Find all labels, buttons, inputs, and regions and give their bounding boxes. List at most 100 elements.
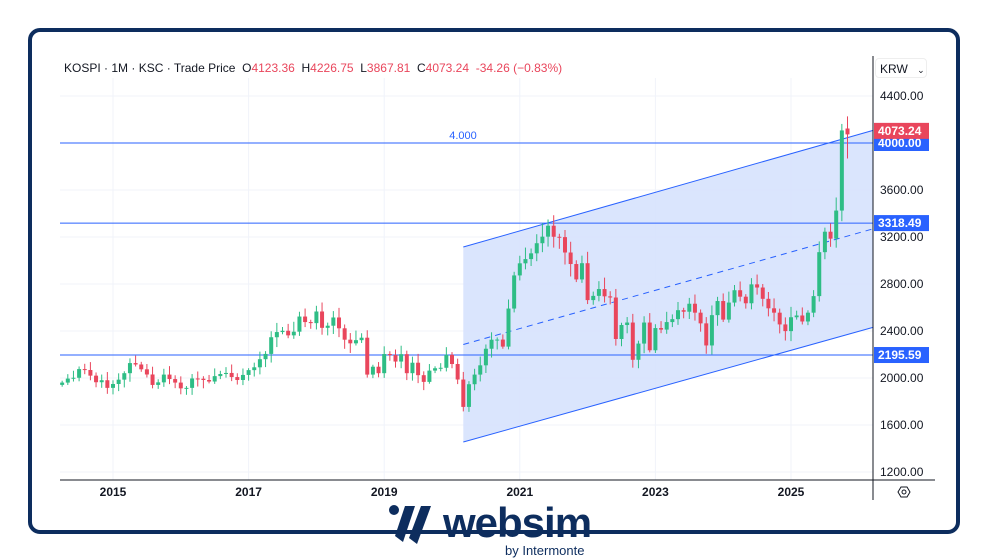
candle-down — [760, 284, 765, 307]
candle-down — [144, 364, 149, 378]
candle-up — [715, 296, 720, 326]
candle-body — [111, 383, 115, 388]
candle-body — [647, 322, 652, 351]
candle-down — [365, 330, 370, 378]
candle-up — [540, 223, 545, 253]
currency-selector[interactable]: KRW ⌄ — [875, 58, 927, 78]
candle-body — [483, 348, 488, 366]
candle-down — [167, 366, 172, 385]
candle-body — [370, 366, 375, 375]
candle-down — [602, 277, 607, 303]
y-tick-label: 2000.00 — [880, 371, 924, 385]
candle-body — [517, 263, 522, 276]
candle-body — [596, 289, 601, 296]
candle-body — [704, 323, 709, 346]
regression-channel — [463, 127, 882, 443]
candle-body — [382, 354, 387, 374]
y-tick-label: 1200.00 — [880, 465, 924, 479]
legend-exchange: KSC — [138, 61, 164, 75]
candle-body — [551, 225, 556, 237]
candle-body — [297, 316, 302, 332]
candle-body — [308, 322, 313, 324]
candle-up — [99, 374, 104, 388]
candle-up — [466, 381, 471, 412]
candle-body — [139, 364, 144, 370]
candle-body — [839, 130, 844, 211]
candle-body — [642, 322, 647, 344]
candle-down — [692, 294, 697, 321]
settings-icon[interactable] — [897, 486, 911, 498]
candle-body — [359, 337, 364, 341]
candle-body — [585, 263, 590, 301]
candle-body — [178, 382, 183, 389]
candle-up — [224, 367, 228, 378]
candle-body — [563, 237, 567, 253]
x-tick-label: 2023 — [642, 485, 669, 499]
candle-body — [828, 231, 833, 239]
candle-body — [240, 374, 245, 380]
candle-body — [161, 374, 166, 383]
candle-body — [122, 373, 127, 380]
candle-up — [506, 299, 511, 350]
candle-body — [133, 363, 138, 365]
hline-price-tag: 2195.59 — [878, 348, 922, 362]
candle-down — [557, 233, 562, 249]
candle-up — [636, 340, 641, 369]
candle-down — [681, 307, 686, 319]
x-tick-label: 2017 — [235, 485, 262, 499]
candle-body — [190, 378, 195, 388]
candle-up — [218, 370, 223, 380]
candle-down — [303, 308, 308, 328]
candle-down — [229, 364, 234, 382]
candle-down — [308, 319, 313, 329]
candle-body — [540, 236, 545, 244]
candle-down — [659, 321, 664, 334]
candle-body — [709, 315, 714, 346]
candle-up — [370, 364, 375, 379]
candle-up — [625, 317, 630, 334]
candle-up — [811, 290, 816, 318]
candle-body — [692, 303, 697, 313]
candle-body — [257, 359, 262, 368]
candle-body — [150, 374, 155, 385]
legend-price-type: Trade Price — [173, 61, 236, 75]
legend-open: 4123.36 — [251, 61, 295, 75]
candle-up — [642, 316, 647, 354]
candle-body — [88, 370, 93, 376]
candle-body — [698, 312, 703, 324]
candle-body — [506, 308, 511, 347]
candle-body — [811, 296, 816, 313]
candle-down — [342, 324, 347, 349]
candle-down — [766, 292, 771, 317]
candle-up — [653, 324, 658, 353]
candle-up — [252, 362, 257, 377]
candle-up — [399, 345, 404, 369]
candle-body — [116, 379, 121, 384]
candle-body — [342, 328, 347, 340]
candle-body — [207, 379, 212, 382]
logo-mark-icon — [389, 505, 431, 544]
candle-body — [472, 374, 477, 385]
y-tick-label: 2400.00 — [880, 324, 924, 338]
candle-down — [743, 294, 748, 309]
candle-body — [235, 377, 240, 380]
candle-body — [450, 354, 454, 365]
candle-body — [320, 311, 325, 328]
candle-down — [608, 291, 613, 305]
candle-down — [630, 313, 635, 368]
candle-up — [789, 306, 793, 342]
candle-down — [828, 223, 833, 247]
candle-down — [416, 353, 421, 384]
horizontal-line-text: 4.000 — [449, 130, 477, 142]
candle-body — [173, 379, 178, 383]
candle-down — [286, 323, 291, 339]
candle-body — [766, 298, 771, 309]
candle-body — [546, 225, 551, 237]
candle-body — [156, 382, 161, 385]
candle-body — [195, 378, 200, 380]
candle-up — [116, 373, 121, 392]
candle-up — [257, 351, 262, 375]
candle-body — [229, 372, 234, 378]
candle-up — [664, 311, 669, 334]
